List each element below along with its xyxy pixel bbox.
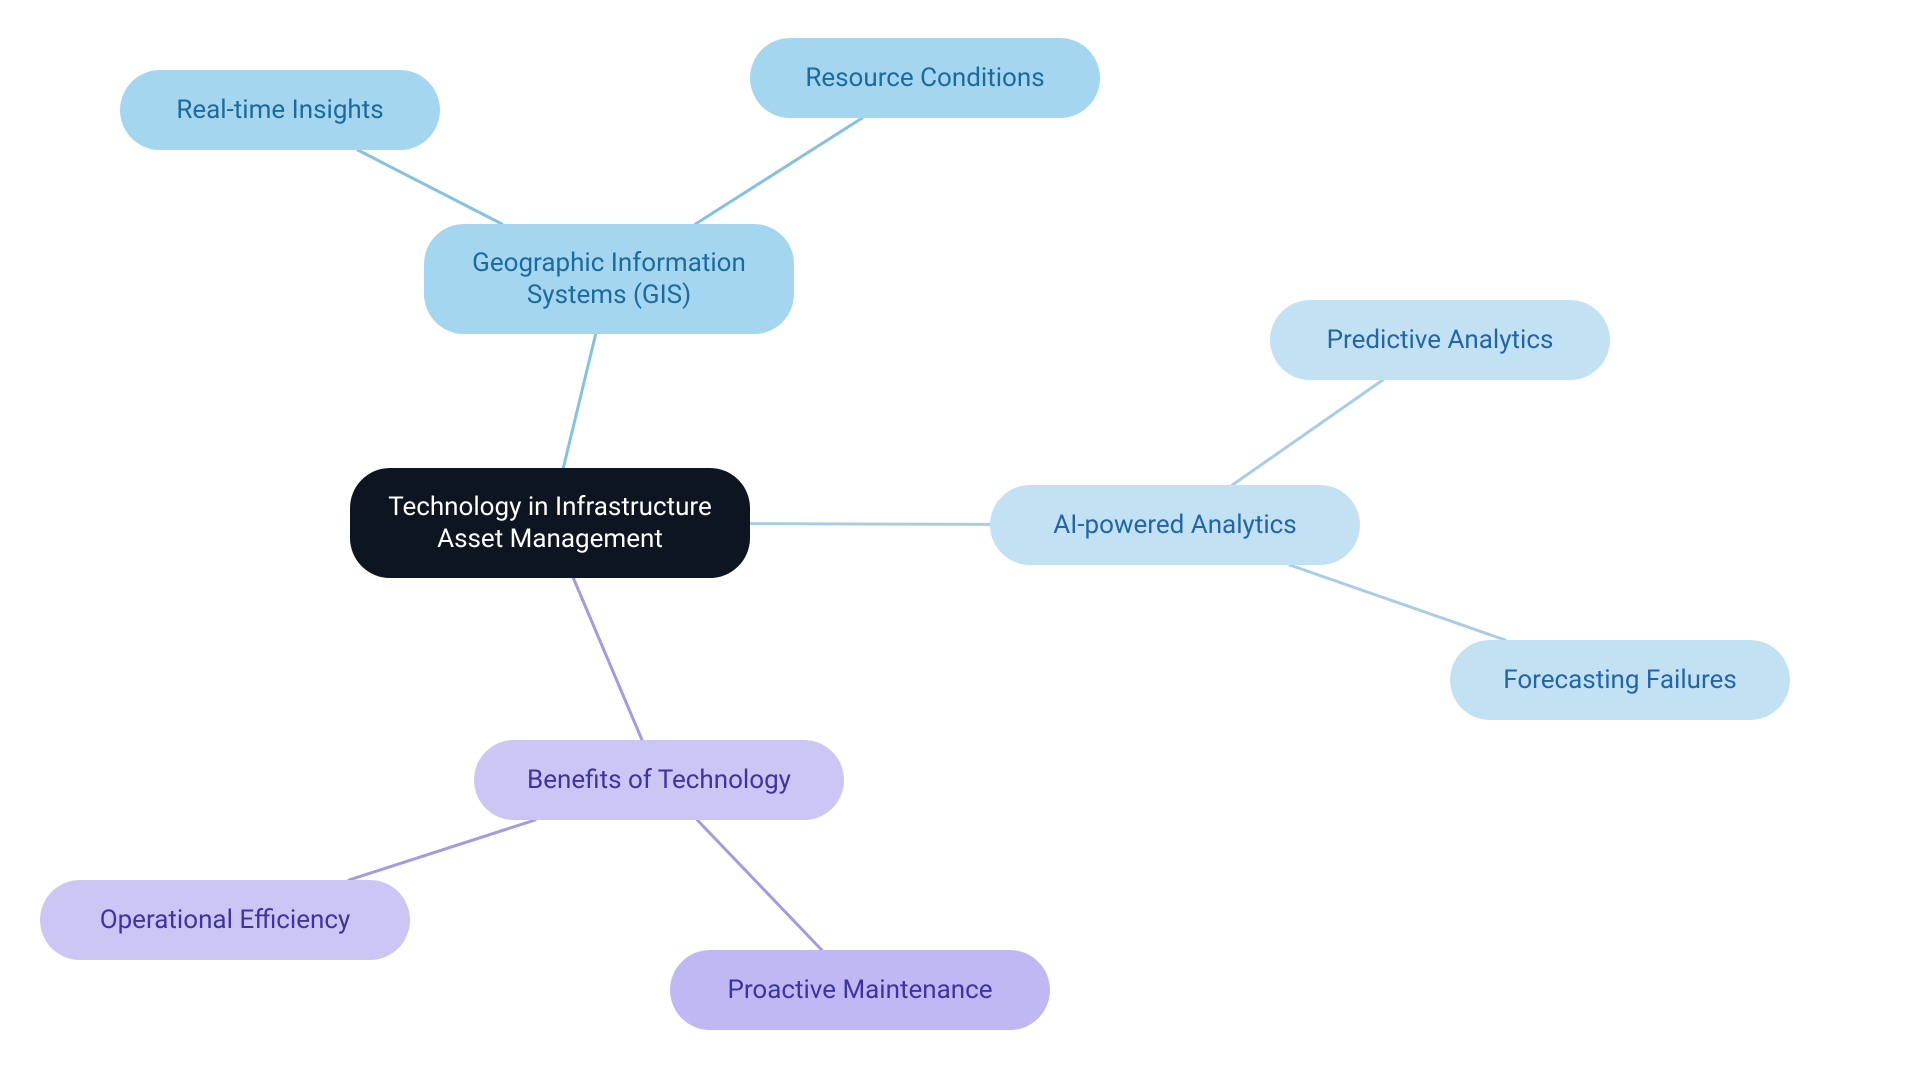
edge (750, 524, 990, 525)
mindmap-canvas: Technology in Infrastructure Asset Manag… (0, 0, 1920, 1083)
node-realtime: Real-time Insights (120, 70, 440, 150)
node-root: Technology in Infrastructure Asset Manag… (350, 468, 750, 578)
node-predictive: Predictive Analytics (1270, 300, 1610, 380)
edge (1232, 380, 1382, 485)
node-forecasting: Forecasting Failures (1450, 640, 1790, 720)
edge (695, 118, 862, 224)
node-benefits: Benefits of Technology (474, 740, 844, 820)
node-operational: Operational Efficiency (40, 880, 410, 960)
node-ai: AI-powered Analytics (990, 485, 1360, 565)
edge (563, 334, 595, 468)
edge (1290, 565, 1505, 640)
node-gis: Geographic Information Systems (GIS) (424, 224, 794, 334)
node-resource: Resource Conditions (750, 38, 1100, 118)
edge (349, 820, 535, 880)
node-proactive: Proactive Maintenance (670, 950, 1050, 1030)
edge (697, 820, 821, 950)
edge (358, 150, 502, 224)
edge (573, 578, 642, 740)
